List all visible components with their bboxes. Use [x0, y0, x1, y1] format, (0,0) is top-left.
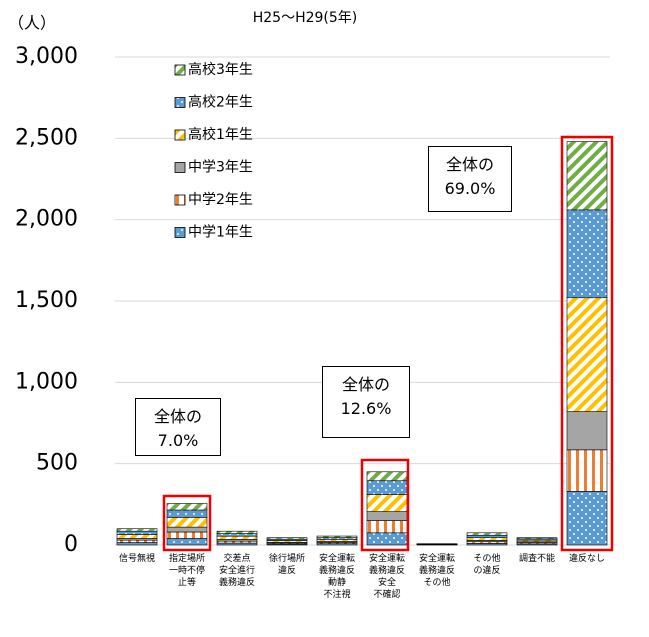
bar-segment — [466, 532, 508, 536]
y-tick-label: 1,500 — [15, 288, 78, 313]
x-tick-label: 調査不能 — [518, 554, 555, 564]
bar-segment — [166, 526, 208, 533]
bar-segment — [366, 532, 408, 546]
bar-segment — [366, 494, 408, 512]
x-tick-label: 徐行場所 違反 — [268, 554, 305, 576]
legend-label: 中学2年生 — [188, 192, 253, 208]
bar-segment — [166, 538, 208, 546]
legend-swatch — [174, 162, 186, 173]
annotation: 全体の 12.6% — [322, 366, 410, 438]
x-tick-label: 安全運転 義務違反 安全 不確認 — [368, 554, 405, 600]
legend-swatch — [174, 64, 186, 76]
bar-segment — [466, 537, 508, 541]
legend-label: 高校2年生 — [188, 94, 253, 111]
legend-swatch — [174, 129, 186, 141]
x-tick-label: 安全運転 義務違反 その他 — [418, 554, 455, 588]
chart-title: H25～H29(5年) — [253, 10, 358, 26]
y-axis-label: （人） — [8, 14, 56, 33]
y-tick-label: 0 — [64, 532, 78, 557]
y-tick-label: 3,000 — [15, 44, 78, 69]
bar-segment — [316, 535, 358, 538]
annotation: 全体の 69.0% — [428, 146, 512, 212]
y-tick-label: 2,000 — [15, 207, 78, 232]
bar-segment — [166, 531, 208, 539]
bar-segment — [366, 480, 408, 495]
legend-swatch — [174, 194, 186, 206]
y-tick-label: 500 — [36, 451, 78, 476]
bar-segment — [566, 297, 608, 412]
y-tick-label: 1,000 — [15, 369, 78, 394]
bar-segment — [366, 471, 408, 482]
bar-segment — [166, 503, 208, 511]
bar-segment — [216, 533, 258, 537]
bar-segment — [166, 509, 208, 518]
bar-segment — [116, 539, 158, 543]
bar-segment — [566, 411, 608, 451]
x-tick-label: 指定場所 一時不停 止等 — [168, 554, 205, 588]
legend-label: 中学1年生 — [188, 225, 253, 241]
bar-segment — [216, 530, 258, 534]
bar-segment — [366, 520, 408, 534]
annotation: 全体の 7.0% — [135, 398, 221, 456]
x-tick-label: 安全運転 義務違反 動静 不注視 — [318, 554, 355, 600]
bar-segment — [466, 534, 508, 538]
bar-segment — [216, 535, 258, 540]
highlight-box — [162, 494, 212, 552]
bar-segment — [116, 534, 158, 539]
bar-segment — [566, 491, 608, 546]
bar-segment — [566, 141, 608, 211]
bar-segment — [116, 530, 158, 535]
legend-swatch — [174, 227, 186, 238]
legend-swatch — [174, 97, 186, 108]
bar-segment — [266, 537, 308, 540]
x-tick-label: 信号無視 — [118, 554, 155, 564]
legend-label: 高校1年生 — [188, 126, 253, 143]
highlight-box — [560, 135, 614, 552]
bar-segment — [566, 209, 608, 299]
bar-segment — [366, 511, 408, 521]
x-tick-label: 違反なし — [568, 554, 605, 564]
bar-segment — [116, 528, 158, 532]
bar-segment — [516, 537, 558, 540]
legend-label: 高校3年生 — [188, 61, 253, 78]
bar-segment — [566, 449, 608, 492]
legend-label: 中学3年生 — [188, 160, 253, 176]
bar-segment — [166, 517, 208, 528]
x-tick-label: その他 の違反 — [473, 554, 501, 576]
y-tick-label: 2,500 — [15, 125, 78, 150]
bar-segment — [116, 542, 158, 546]
highlight-box — [360, 458, 410, 552]
x-tick-label: 交差点 安全進行 義務違反 — [218, 554, 255, 588]
